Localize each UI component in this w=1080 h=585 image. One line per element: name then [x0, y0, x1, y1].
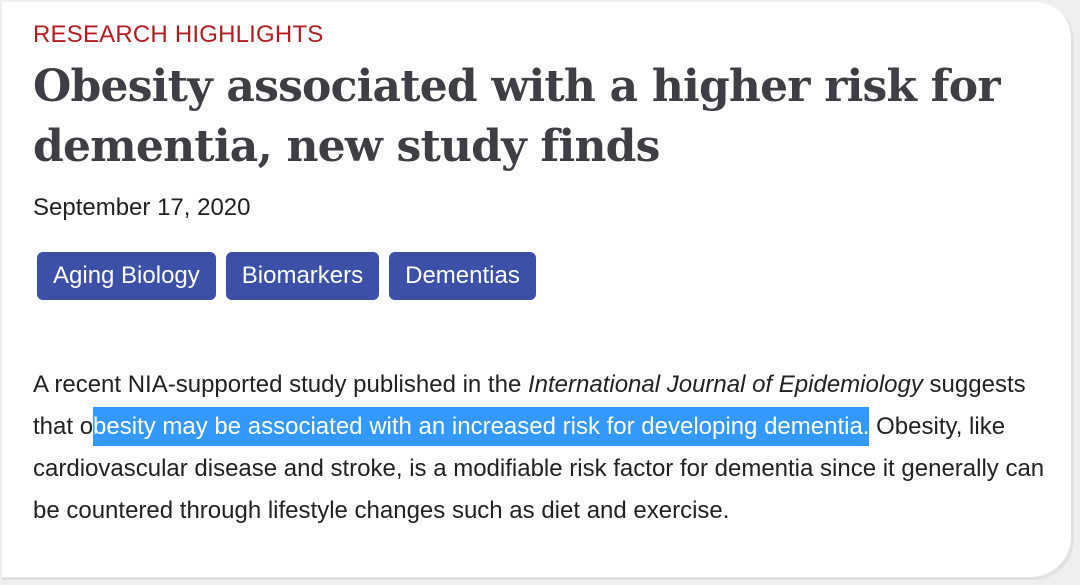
selected-text[interactable]: besity may be associated with an increas… [93, 407, 870, 446]
tag-biomarkers[interactable]: Biomarkers [225, 252, 380, 300]
body-pre-highlight: suggests that o [33, 371, 1026, 440]
body-intro: A recent NIA-supported study published i… [33, 371, 528, 398]
article-title: Obesity associated with a higher risk fo… [33, 61, 1001, 172]
section-label[interactable]: RESEARCH HIGHLIGHTS [33, 21, 324, 48]
topic-tags: Aging Biology Biomarkers Dementias [37, 252, 536, 300]
article-body: A recent NIA-supported study published i… [33, 364, 1058, 532]
tag-dementias[interactable]: Dementias [389, 252, 536, 300]
journal-name: International Journal of Epidemiology [527, 371, 923, 398]
body-post-highlight: Obesity, like cardiovascular disease and… [33, 413, 1045, 524]
publish-date: September 17, 2020 [33, 194, 251, 221]
tag-aging-biology[interactable]: Aging Biology [37, 252, 216, 300]
